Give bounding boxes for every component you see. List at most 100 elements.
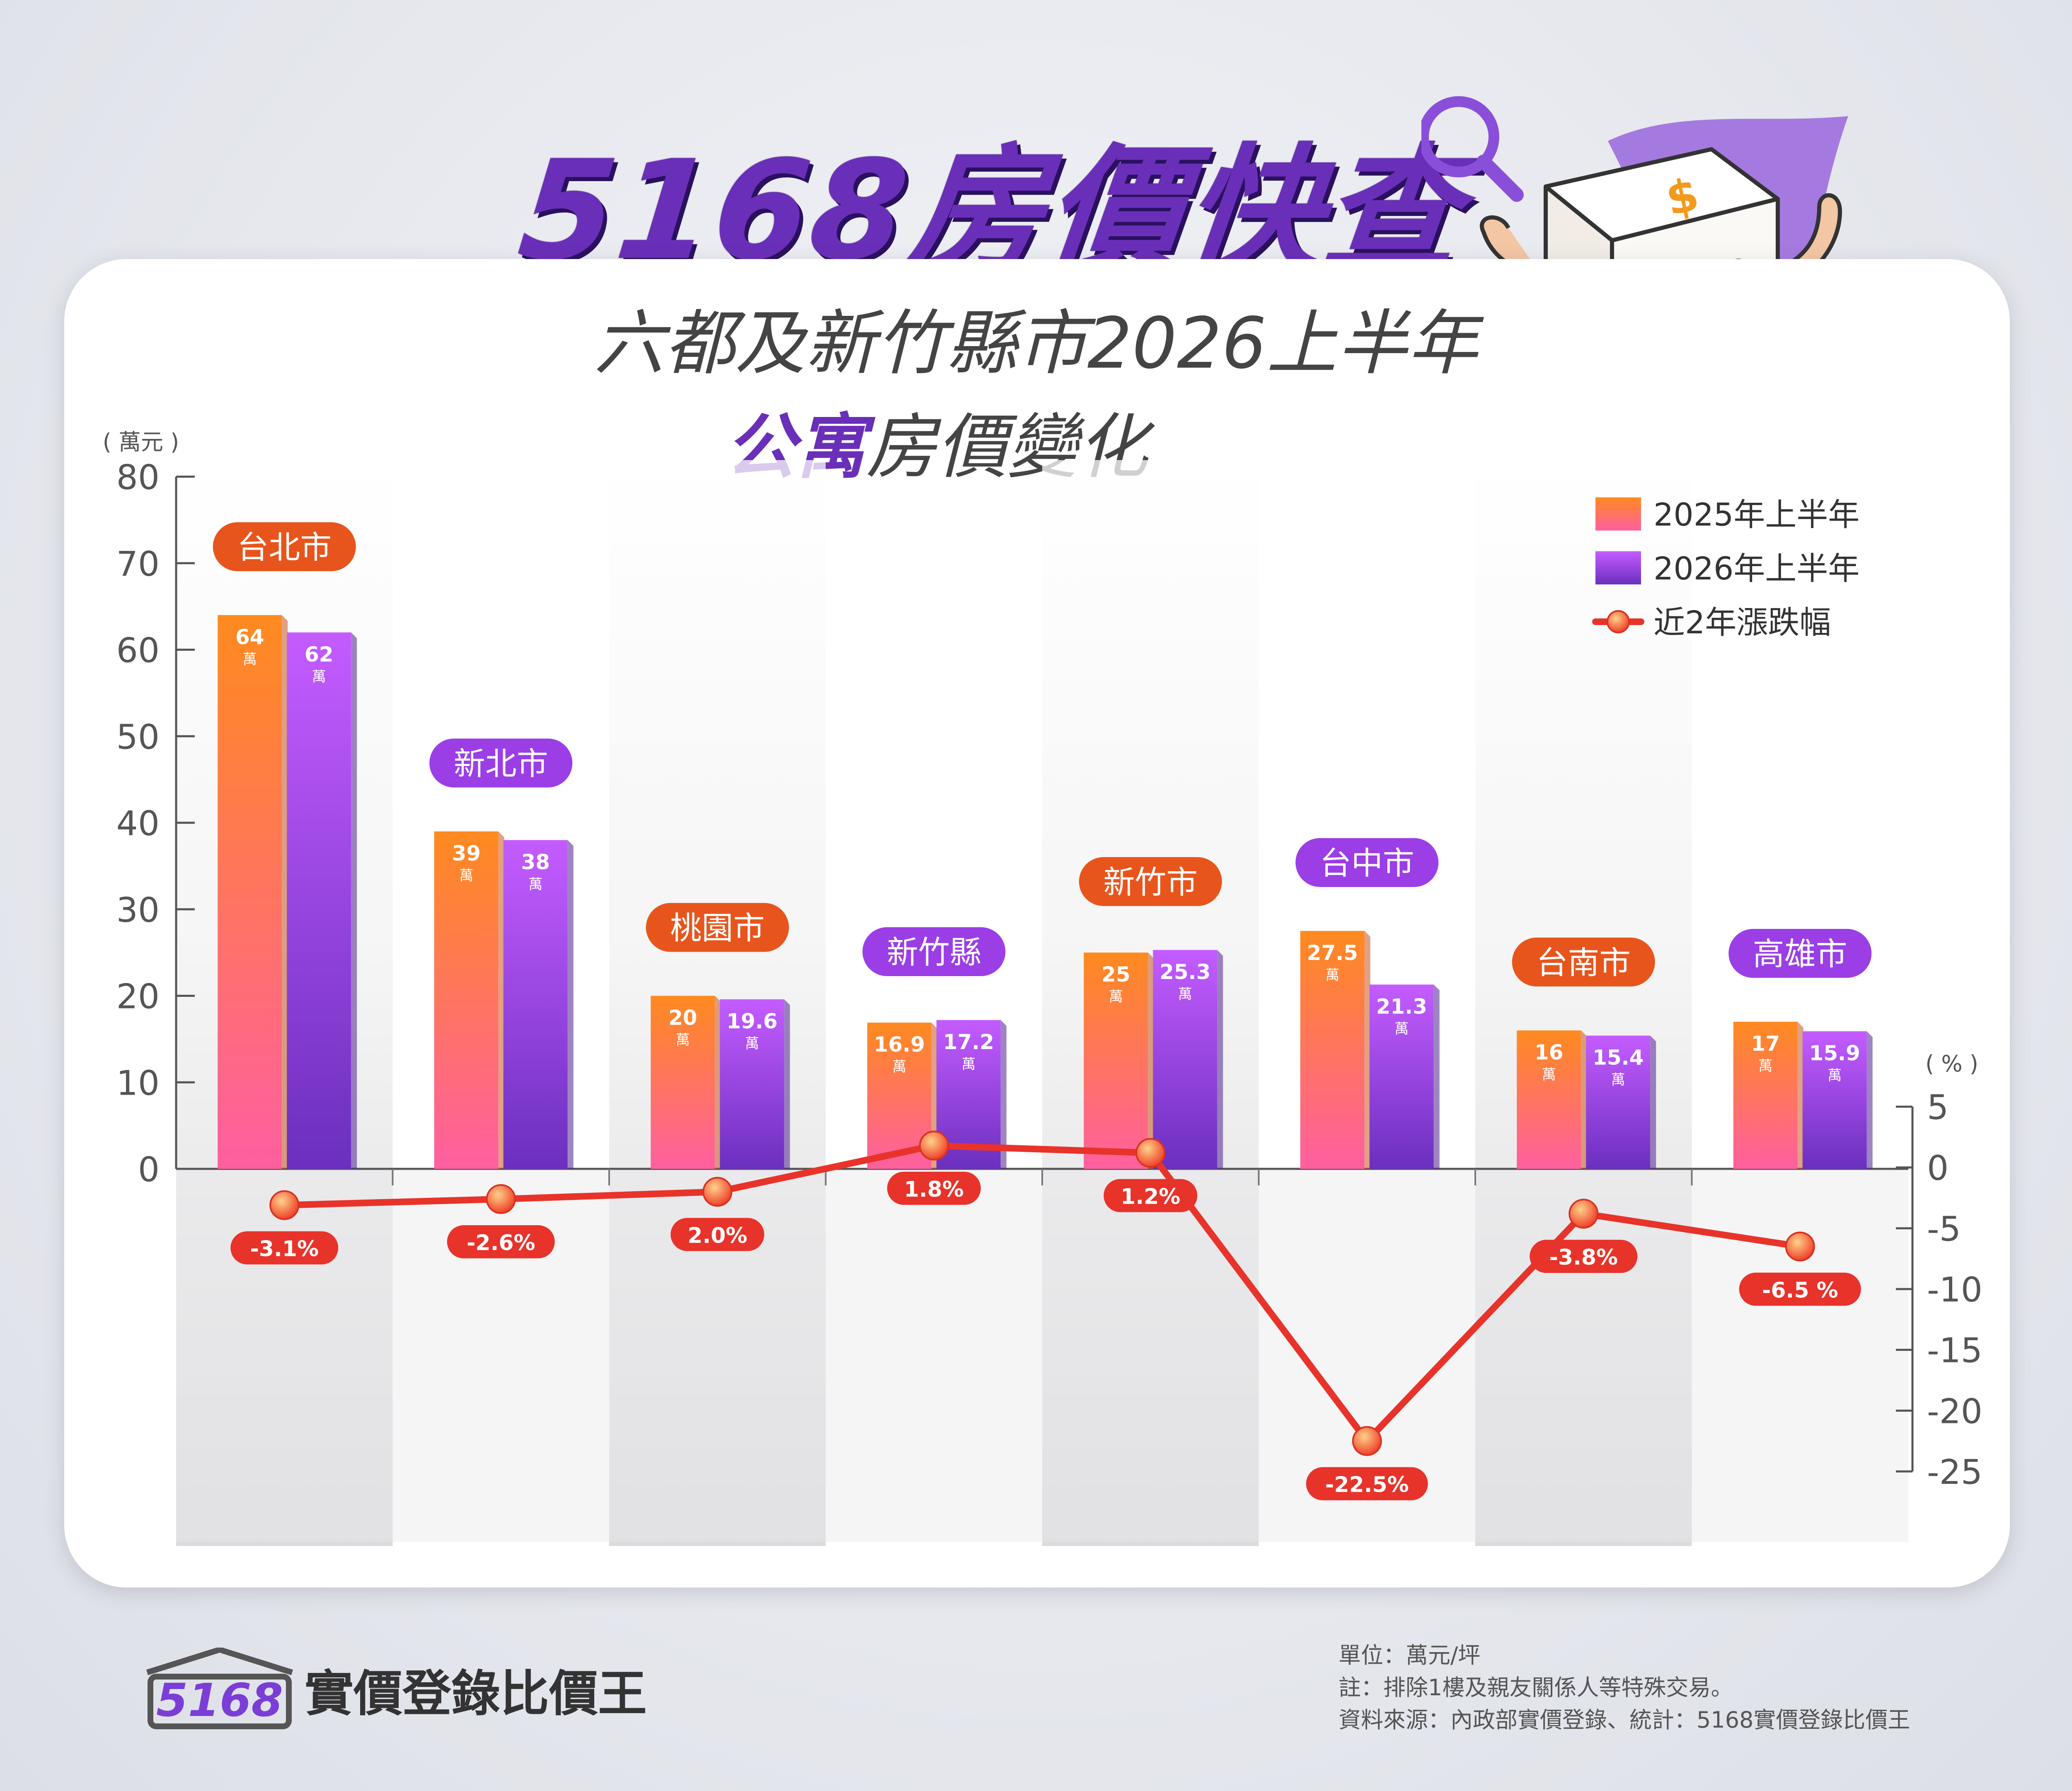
- bar-side: [1148, 952, 1154, 1169]
- category-label-pill: [1295, 838, 1439, 887]
- category-label-text: 新北市: [454, 745, 548, 782]
- right-axis-tick-label: 5: [1927, 1088, 1949, 1127]
- bar-side: [1364, 931, 1370, 1169]
- bar-unit-label: 萬: [961, 1056, 975, 1073]
- magnifier-icon: [1421, 96, 1499, 177]
- footer-note-unit: 單位：萬元/坪: [1339, 1642, 1481, 1668]
- bar-unit-label: 萬: [528, 876, 542, 893]
- bar-value-label: 21.3: [1376, 994, 1427, 1018]
- change-label-pill: [1530, 1240, 1638, 1273]
- change-label-text: 1.8%: [904, 1177, 964, 1202]
- bar-side: [498, 831, 504, 1169]
- change-point: [1785, 1231, 1815, 1262]
- bar-unit-label: 萬: [1611, 1072, 1625, 1088]
- change-point: [919, 1130, 949, 1161]
- category-label: 新竹市: [1079, 857, 1222, 906]
- change-label-text: 2.0%: [687, 1223, 747, 1248]
- category-label: 新竹縣: [862, 927, 1006, 976]
- left-axis-tick-label: 80: [116, 458, 160, 497]
- change-point: [269, 1190, 300, 1220]
- bar-2025: [1300, 931, 1365, 1169]
- change-label: 1.8%: [887, 1171, 981, 1205]
- category-label-pill: [1728, 929, 1872, 978]
- logo-number: 5168: [156, 1674, 283, 1727]
- bar-side: [715, 996, 721, 1169]
- change-label: -3.1%: [230, 1231, 339, 1265]
- change-label: -2.6%: [447, 1225, 555, 1258]
- bar-2025: [218, 615, 282, 1169]
- bar-side: [351, 632, 357, 1169]
- bar-2026: [1153, 950, 1218, 1169]
- change-label-pill: [1739, 1272, 1861, 1306]
- bar-2025: [1733, 1022, 1798, 1169]
- bar-2025: [1517, 1030, 1581, 1169]
- footer-logo: 5168 實價登錄比價王: [143, 1648, 647, 1730]
- left-axis-tick-label: 70: [116, 545, 160, 584]
- left-axis-tick-label: 20: [116, 977, 160, 1017]
- bar-2026: [287, 632, 351, 1169]
- bar-value-label: 20: [668, 1006, 697, 1030]
- bar-side: [282, 615, 288, 1169]
- bar-2025: [1084, 952, 1148, 1169]
- bar-side: [1217, 950, 1223, 1169]
- change-label: 1.2%: [1104, 1179, 1198, 1212]
- category-label-text: 台北市: [237, 529, 332, 566]
- footer-notes: 單位：萬元/坪 註：排除1樓及親友關係人等特殊交易。 資料來源：內政部實價登錄、…: [1339, 1639, 1910, 1736]
- category-label: 新北市: [429, 738, 573, 788]
- bar-value-label: 64: [235, 625, 264, 649]
- change-label-text: -3.8%: [1549, 1245, 1618, 1270]
- change-point: [1569, 1199, 1599, 1229]
- left-axis-tick-label: 50: [116, 717, 160, 757]
- bar-unit-label: 萬: [1109, 989, 1123, 1005]
- category-label-pill: [646, 903, 789, 952]
- change-label: 2.0%: [670, 1218, 765, 1251]
- bar-unit-label: 萬: [243, 651, 257, 668]
- legend-label: 2025年上半年: [1653, 496, 1859, 533]
- category-label: 台南市: [1512, 938, 1655, 986]
- bar-value-label: 16: [1535, 1040, 1564, 1064]
- bar-value-label: 25.3: [1159, 960, 1210, 984]
- bar-value-label: 39: [452, 841, 481, 865]
- bar-side: [784, 999, 790, 1169]
- legend-swatch: [1595, 551, 1641, 584]
- change-label-text: -3.1%: [250, 1237, 319, 1262]
- change-label-text: -22.5%: [1325, 1473, 1409, 1498]
- category-label-text: 桃園市: [670, 910, 765, 947]
- left-axis-tick-label: 10: [116, 1064, 160, 1103]
- right-axis-tick-label: -15: [1927, 1331, 1982, 1371]
- bar-value-label: 19.6: [726, 1009, 777, 1033]
- bar-side: [1866, 1031, 1873, 1169]
- bar-side: [1000, 1020, 1007, 1169]
- category-label-pill: [1512, 938, 1655, 986]
- bar-unit-label: 萬: [1178, 986, 1192, 1003]
- bar-value-label: 38: [521, 850, 550, 874]
- change-point: [702, 1177, 733, 1207]
- bar-2026: [1369, 984, 1434, 1169]
- left-axis-tick-label: 0: [138, 1150, 160, 1190]
- chart-title-line1: 六都及新竹縣市2026上半年: [594, 303, 1478, 385]
- bar-2026: [1586, 1035, 1651, 1169]
- change-label-pill: [230, 1231, 339, 1265]
- right-axis-unit: ( % ): [1925, 1051, 1978, 1077]
- house-logo-icon: 5168: [146, 1648, 293, 1729]
- category-label-text: 新竹縣: [887, 934, 981, 971]
- legend-label: 近2年漲跌幅: [1653, 604, 1831, 641]
- category-label-text: 高雄市: [1753, 935, 1847, 972]
- bar-unit-label: 萬: [312, 669, 326, 685]
- bar-unit-label: 萬: [676, 1032, 690, 1049]
- category-label-pill: [429, 738, 573, 788]
- change-label-text: -2.6%: [467, 1231, 535, 1255]
- category-label: 高雄市: [1728, 929, 1872, 978]
- category-label-pill: [213, 522, 356, 571]
- change-label-pill: [447, 1225, 555, 1258]
- right-axis-tick-label: 0: [1927, 1149, 1949, 1188]
- bar-side: [1581, 1030, 1587, 1169]
- change-label-pill: [1306, 1467, 1428, 1500]
- right-axis-tick-label: -5: [1927, 1209, 1961, 1249]
- bar-unit-label: 萬: [892, 1059, 906, 1075]
- bar-unit-label: 萬: [1394, 1020, 1409, 1037]
- right-axis-tick-label: -20: [1927, 1392, 1982, 1431]
- footer-note-source: 資料來源：內政部實價登錄、統計：5168實價登錄比價王: [1339, 1707, 1910, 1733]
- bar-unit-label: 萬: [459, 868, 473, 884]
